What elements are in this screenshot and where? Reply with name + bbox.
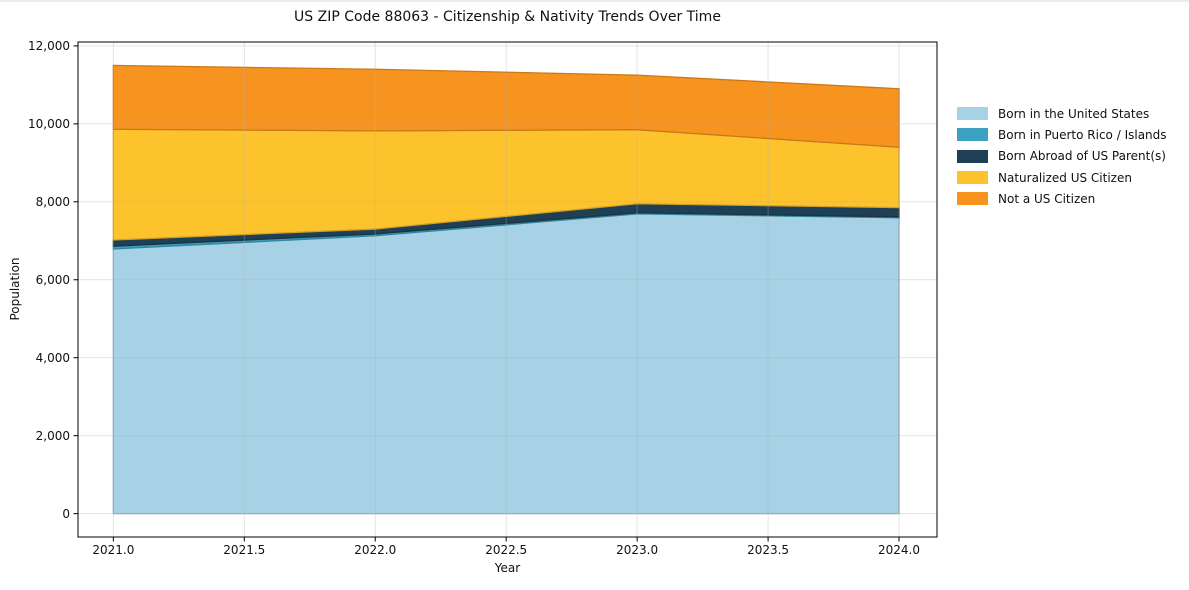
legend-label: Born in Puerto Rico / Islands: [998, 127, 1167, 142]
x-axis-title: Year: [494, 561, 521, 575]
legend: Born in the United States Born in Puerto…: [957, 103, 1167, 209]
legend-label: Not a US Citizen: [998, 191, 1096, 206]
y-tick-label: 12,000: [28, 39, 70, 53]
legend-item: Naturalized US Citizen: [957, 167, 1167, 188]
chart-title: US ZIP Code 88063 - Citizenship & Nativi…: [294, 9, 721, 25]
legend-label: Born in the United States: [998, 106, 1150, 121]
legend-item: Born Abroad of US Parent(s): [957, 146, 1167, 167]
x-tick-label: 2024.0: [878, 543, 920, 557]
x-tick-label: 2023.5: [747, 543, 789, 557]
x-tick-label: 2023.0: [616, 543, 658, 557]
legend-swatch-icon: [957, 149, 988, 163]
x-tick-label: 2021.5: [223, 543, 265, 557]
y-tick-label: 2,000: [36, 429, 70, 443]
y-tick-label: 6,000: [36, 273, 70, 287]
y-tick-label: 4,000: [36, 351, 70, 365]
y-tick-label: 10,000: [28, 117, 70, 131]
legend-swatch-icon: [957, 107, 988, 121]
x-tick-label: 2022.5: [485, 543, 527, 557]
legend-swatch-icon: [957, 128, 988, 142]
legend-swatch-icon: [957, 171, 988, 185]
plot-border: [77, 41, 938, 538]
y-tick-label: 0: [62, 507, 70, 521]
window-top-border: [0, 0, 1189, 2]
x-tick-label: 2022.0: [354, 543, 396, 557]
legend-swatch-icon: [957, 192, 988, 206]
x-tick-label: 2021.0: [92, 543, 134, 557]
legend-label: Naturalized US Citizen: [998, 170, 1132, 185]
legend-label: Born Abroad of US Parent(s): [998, 149, 1166, 164]
y-axis-title: Population: [8, 257, 22, 321]
legend-item: Not a US Citizen: [957, 188, 1167, 209]
legend-item: Born in the United States: [957, 103, 1167, 124]
legend-item: Born in Puerto Rico / Islands: [957, 124, 1167, 145]
y-tick-label: 8,000: [36, 195, 70, 209]
area-not-a-us-citizen: [112, 64, 900, 148]
